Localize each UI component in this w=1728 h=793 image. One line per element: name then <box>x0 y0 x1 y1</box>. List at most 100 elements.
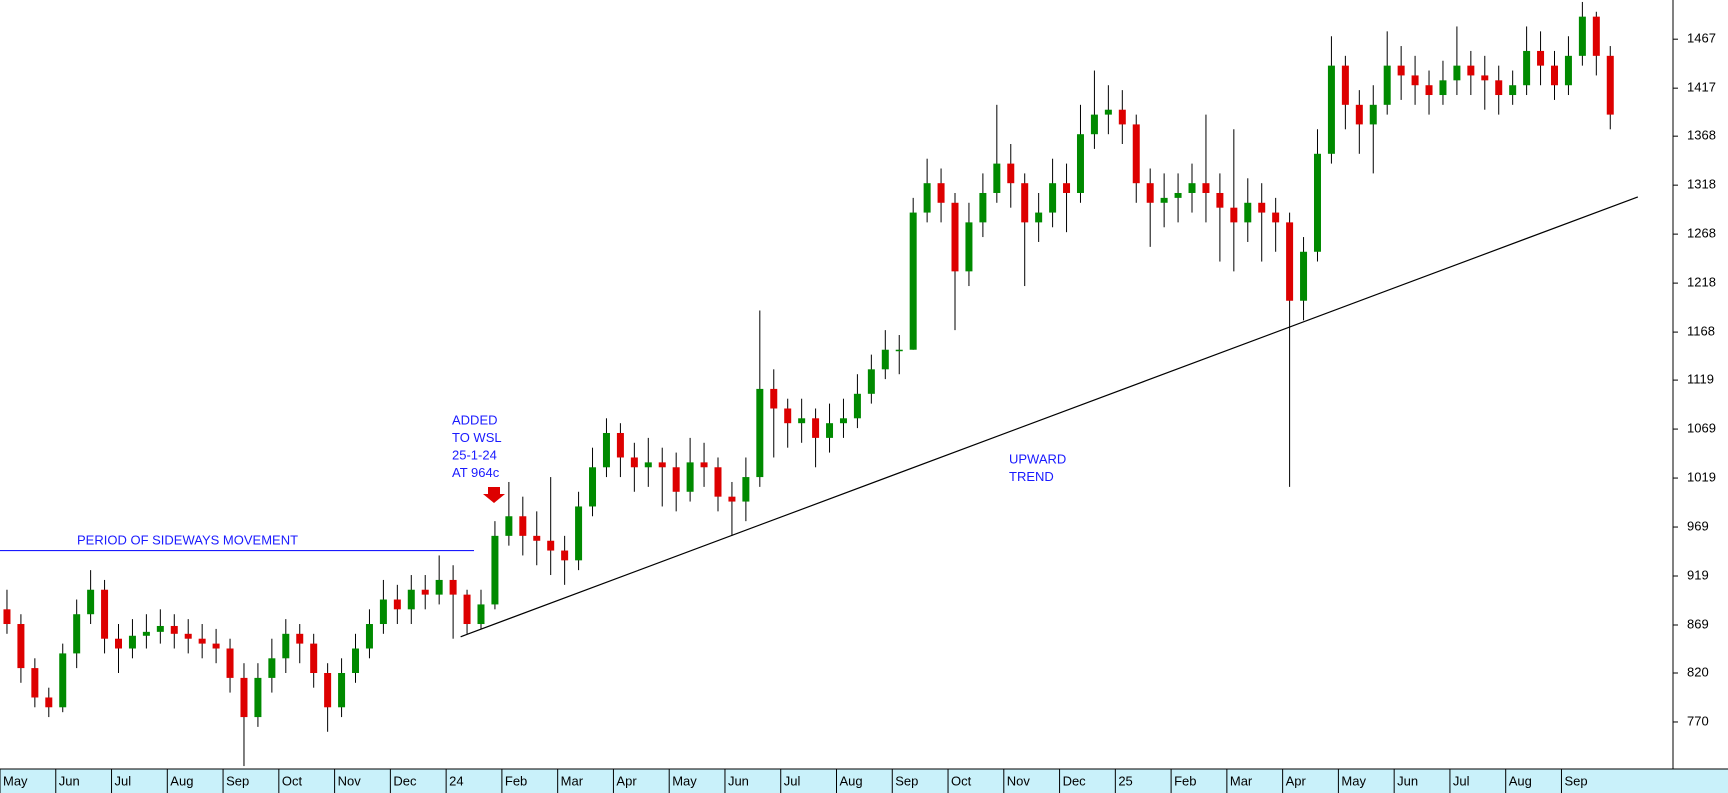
candle-body <box>951 202 959 272</box>
candle-body <box>1035 212 1043 223</box>
candle-body <box>435 579 443 595</box>
x-tick-label: Jun <box>1397 773 1418 788</box>
candle-body <box>979 192 987 223</box>
candle-body <box>714 467 722 497</box>
x-tick-label: Mar <box>561 773 584 788</box>
x-tick-label: Sep <box>895 773 918 788</box>
y-tick-label: 770 <box>1687 713 1709 728</box>
x-tick-label: Oct <box>282 773 303 788</box>
candle-body <box>338 672 346 708</box>
x-tick-label: 25 <box>1118 773 1132 788</box>
x-tick-label: Jul <box>784 773 801 788</box>
x-tick-label: Dec <box>1063 773 1087 788</box>
y-tick-label: 820 <box>1687 664 1709 679</box>
candle-body <box>156 625 164 632</box>
candle-body <box>1160 197 1168 203</box>
candle-body <box>826 423 834 438</box>
candle-body <box>324 672 332 708</box>
candle-body <box>839 418 847 424</box>
annotation: UPWARD <box>1009 451 1066 466</box>
candle-body <box>226 648 234 678</box>
candle-body <box>477 604 485 625</box>
candle-body <box>1118 109 1126 125</box>
candle-body <box>965 222 973 272</box>
candle-body <box>1216 192 1224 208</box>
candle-body <box>993 163 1001 193</box>
candle-body <box>519 516 527 536</box>
candle-body <box>937 183 945 203</box>
candle-body <box>616 432 624 458</box>
x-tick-label: Nov <box>1007 773 1031 788</box>
candle-body <box>1523 50 1531 86</box>
candle-body <box>1550 65 1558 86</box>
candle-body <box>128 635 136 649</box>
x-axis-band <box>0 769 1728 793</box>
candle-body <box>379 599 387 625</box>
candle-body <box>1383 65 1391 105</box>
candle-body <box>1397 65 1405 76</box>
candle-body <box>87 589 95 615</box>
candle-body <box>1272 212 1280 223</box>
candle-body <box>142 631 150 636</box>
candle-body <box>658 462 666 468</box>
candle-body <box>672 467 680 492</box>
x-tick-label: Sep <box>1564 773 1587 788</box>
candle-body <box>282 633 290 659</box>
y-tick-label: 1368 <box>1687 128 1716 143</box>
x-tick-label: Apr <box>1286 773 1307 788</box>
candle-body <box>867 369 875 394</box>
y-tick-label: 869 <box>1687 616 1709 631</box>
candle-body <box>1021 183 1029 223</box>
candle-body <box>1174 192 1182 198</box>
candle-body <box>449 579 457 595</box>
y-tick-label: 1467 <box>1687 31 1716 46</box>
x-tick-label: Aug <box>170 773 193 788</box>
y-tick-label: 1417 <box>1687 80 1716 95</box>
x-tick-label: Oct <box>951 773 972 788</box>
reference-line <box>460 196 1639 638</box>
candle-body <box>812 418 820 438</box>
candle-body <box>1369 104 1377 125</box>
candle-body <box>491 535 499 605</box>
candle-body <box>352 648 360 673</box>
x-tick-label: Mar <box>1230 773 1253 788</box>
candle-body <box>756 388 764 478</box>
x-tick-label: 24 <box>449 773 463 788</box>
candle-body <box>895 349 903 352</box>
x-tick-label: Aug <box>1509 773 1532 788</box>
candle-body <box>853 393 861 419</box>
candle-body <box>1578 16 1586 56</box>
candle-body <box>923 183 931 213</box>
candle-body <box>561 550 569 561</box>
candle-body <box>3 609 11 625</box>
candle-body <box>1007 163 1015 184</box>
y-tick-label: 1168 <box>1687 324 1715 339</box>
candle-body <box>1132 124 1140 184</box>
x-tick-label: Sep <box>226 773 249 788</box>
candle-body <box>1188 183 1196 193</box>
candle-body <box>1230 207 1238 223</box>
candle-body <box>115 638 123 649</box>
x-tick-label: May <box>3 773 28 788</box>
x-tick-label: Jul <box>115 773 132 788</box>
candle-body <box>589 467 597 507</box>
x-tick-label: Nov <box>338 773 362 788</box>
candle-body <box>1564 55 1572 86</box>
candle-body <box>365 624 373 649</box>
candle-body <box>73 614 81 654</box>
candle-body <box>1411 75 1419 86</box>
candle-body <box>1146 183 1154 203</box>
y-tick-label: 1268 <box>1687 226 1716 241</box>
candle-body <box>1341 65 1349 105</box>
x-tick-label: Jun <box>59 773 80 788</box>
candle-body <box>184 633 192 639</box>
candle-body <box>575 506 583 561</box>
candle-body <box>1313 153 1321 252</box>
candle-body <box>254 677 262 718</box>
candle-body <box>909 212 917 350</box>
y-tick-label: 1019 <box>1687 469 1716 484</box>
candle-body <box>798 418 806 424</box>
y-tick-label: 1318 <box>1687 177 1716 192</box>
x-tick-label: May <box>1341 773 1366 788</box>
